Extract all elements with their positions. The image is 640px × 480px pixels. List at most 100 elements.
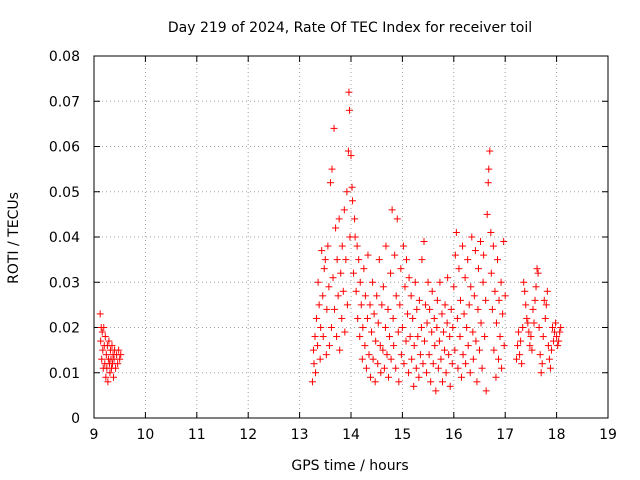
data-point [499, 310, 507, 318]
data-point [333, 333, 341, 341]
data-point [100, 324, 108, 331]
x-tick-label: 15 [393, 427, 411, 443]
data-point [358, 355, 366, 363]
y-tick-label: 0.03 [49, 275, 80, 291]
data-point [414, 333, 422, 341]
data-point [443, 319, 451, 327]
y-tick-label: 0.02 [49, 321, 80, 337]
data-point [445, 351, 453, 359]
data-point [465, 301, 473, 309]
data-point [418, 256, 426, 264]
data-point [474, 305, 482, 313]
data-point [338, 314, 346, 322]
data-point [488, 305, 496, 313]
data-point [410, 382, 418, 390]
data-point [351, 233, 359, 241]
data-point [408, 355, 416, 363]
data-point [372, 337, 380, 345]
data-point [486, 147, 494, 155]
data-point [538, 360, 546, 368]
data-point [542, 301, 550, 309]
data-point [448, 360, 456, 368]
data-point [452, 228, 460, 236]
data-point [368, 328, 376, 336]
data-point [387, 355, 395, 363]
data-point [381, 324, 389, 331]
data-point [501, 292, 509, 300]
data-point [431, 342, 439, 350]
data-point [352, 287, 360, 295]
data-point [484, 179, 492, 187]
data-point [402, 337, 410, 345]
x-axis-label: GPS time / hours [291, 458, 408, 474]
data-point [416, 351, 424, 359]
data-point [326, 179, 334, 187]
data-point [490, 346, 498, 354]
data-point [425, 351, 433, 359]
data-point [454, 364, 462, 372]
data-point [450, 283, 458, 291]
data-point [489, 242, 497, 250]
data-point [387, 269, 395, 277]
data-point [384, 305, 392, 313]
data-point [537, 369, 545, 377]
data-point [327, 324, 335, 331]
y-tick-label: 0 [71, 411, 80, 427]
data-point [433, 296, 441, 304]
data-point [493, 256, 501, 264]
data-point [495, 355, 503, 363]
data-point [348, 183, 356, 191]
data-point [557, 324, 565, 331]
data-point [99, 346, 107, 354]
data-point [104, 378, 112, 386]
data-point [415, 373, 423, 381]
data-point [110, 373, 118, 381]
data-point [524, 319, 532, 327]
data-point [411, 278, 419, 286]
data-point [315, 301, 323, 309]
x-tick-label: 11 [188, 427, 206, 443]
data-point [482, 296, 490, 304]
data-point [553, 333, 561, 341]
data-point [473, 378, 481, 386]
data-point [516, 351, 524, 359]
data-point [513, 355, 521, 363]
data-point [357, 301, 365, 309]
data-point [498, 364, 506, 372]
data-point [102, 373, 110, 381]
data-point [374, 360, 382, 368]
data-point [478, 364, 486, 372]
data-point [370, 310, 378, 318]
data-point [396, 301, 404, 309]
data-point [335, 215, 343, 223]
data-point [451, 346, 459, 354]
data-point [117, 351, 125, 359]
y-tick-label: 0.06 [49, 140, 80, 156]
data-point [353, 242, 361, 250]
data-point [533, 265, 541, 273]
data-point [446, 382, 454, 390]
data-point [530, 319, 538, 327]
data-point [532, 283, 540, 291]
data-point [423, 319, 431, 327]
data-point [389, 314, 397, 322]
data-point [311, 333, 319, 341]
data-point [517, 337, 525, 345]
data-point [361, 342, 369, 350]
data-point [308, 378, 316, 386]
data-point [422, 301, 430, 309]
data-point [519, 324, 527, 331]
data-point [466, 369, 474, 377]
data-point [492, 373, 500, 381]
data-point [437, 355, 445, 363]
data-point [495, 296, 503, 304]
data-point [407, 292, 415, 300]
x-tick-label: 16 [445, 427, 463, 443]
data-point [375, 256, 383, 264]
data-point [429, 360, 437, 368]
data-point [101, 333, 109, 341]
data-point [453, 314, 461, 322]
y-tick-label: 0.01 [49, 366, 80, 382]
data-point [339, 287, 347, 295]
